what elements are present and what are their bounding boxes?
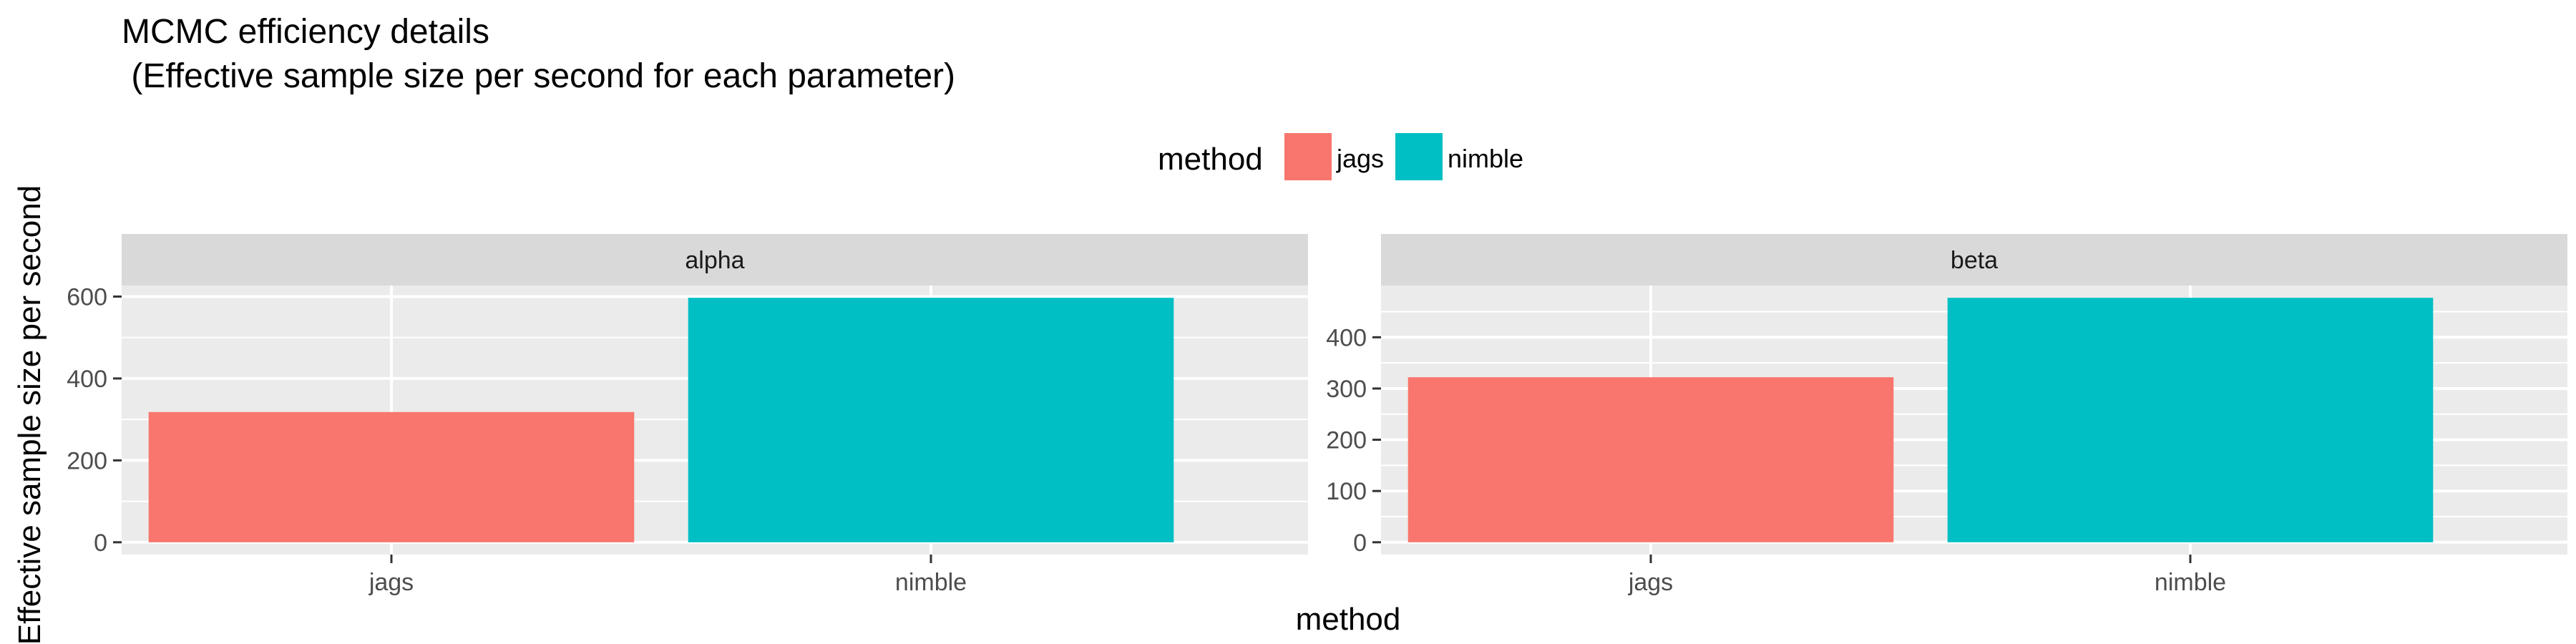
legend: method jags nimble	[1158, 133, 1523, 180]
y-tick-label: 300	[1326, 376, 1367, 403]
facet-panel-beta: beta 0 100 200 300 400 jags nimble	[1326, 234, 2567, 596]
x-tick-label-nimble: nimble	[895, 569, 967, 596]
strip-background	[1381, 234, 2567, 286]
x-tick-label-jags: jags	[369, 569, 414, 596]
y-tick-label: 200	[67, 447, 107, 474]
y-tick-label: 0	[94, 530, 107, 557]
strip-label-beta: beta	[1951, 247, 1998, 274]
y-tick-label: 400	[67, 366, 107, 393]
facet-panel-alpha: alpha 0 200 400 600 jags nimble	[67, 234, 1308, 596]
legend-title: method	[1158, 142, 1263, 177]
y-tick-label: 200	[1326, 427, 1367, 454]
y-axis-title: Effective sample size per second	[12, 185, 47, 644]
bar-beta-nimble	[1947, 298, 2434, 542]
chart-title: MCMC efficiency details	[122, 13, 489, 51]
y-tick-label: 100	[1326, 478, 1367, 505]
strip-label-alpha: alpha	[685, 247, 744, 274]
y-tick-label: 0	[1353, 530, 1367, 557]
bar-alpha-nimble	[688, 298, 1174, 542]
legend-key-jags	[1284, 133, 1332, 180]
y-tick-label: 600	[67, 283, 107, 311]
bar-alpha-jags	[148, 411, 635, 542]
x-tick-label-jags: jags	[1628, 569, 1673, 596]
y-tick-label: 400	[1326, 324, 1367, 351]
strip-background	[122, 234, 1308, 286]
x-axis-title: method	[1296, 602, 1401, 637]
legend-label-nimble: nimble	[1448, 144, 1523, 173]
bar-beta-jags	[1407, 377, 1894, 542]
chart-subtitle: (Effective sample size per second for ea…	[122, 57, 955, 95]
legend-label-jags: jags	[1336, 144, 1384, 173]
legend-key-nimble	[1395, 133, 1443, 180]
x-tick-label-nimble: nimble	[2155, 569, 2226, 596]
facet-panels: alpha 0 200 400 600 jags nimble beta 0 100 200 300 4…	[67, 234, 2567, 596]
